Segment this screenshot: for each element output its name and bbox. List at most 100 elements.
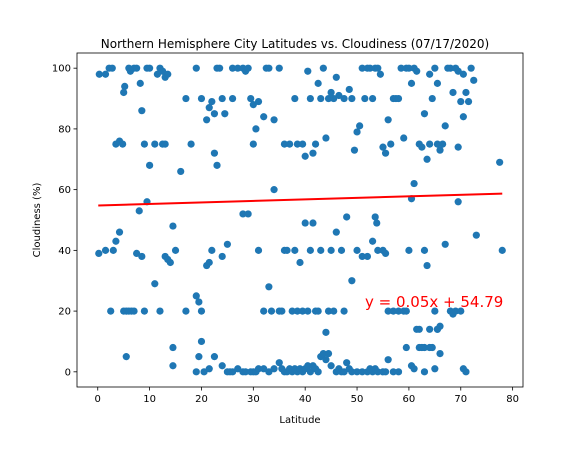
data-point — [407, 79, 416, 87]
data-point — [146, 161, 154, 169]
data-point — [356, 122, 364, 130]
data-point — [115, 228, 124, 236]
data-point — [130, 307, 138, 315]
data-point — [107, 307, 115, 315]
data-point — [387, 140, 395, 148]
data-point — [454, 143, 462, 151]
data-point — [120, 88, 128, 97]
data-point — [335, 91, 343, 100]
data-point — [420, 368, 429, 376]
data-point — [358, 252, 366, 261]
y-tick-label: 60 — [58, 185, 71, 196]
data-point — [332, 73, 340, 81]
data-point — [140, 307, 149, 315]
data-point — [218, 94, 226, 103]
data-point — [317, 246, 325, 254]
data-point — [249, 140, 257, 148]
data-point — [304, 67, 312, 75]
y-tick-label: 40 — [58, 246, 71, 257]
data-point — [343, 213, 351, 221]
data-point — [291, 94, 299, 103]
data-point — [418, 143, 426, 151]
data-point — [138, 107, 146, 115]
data-point — [234, 365, 242, 373]
data-point — [241, 368, 250, 376]
data-point — [164, 70, 172, 78]
data-point — [228, 368, 237, 376]
data-point — [95, 249, 103, 257]
data-point — [309, 149, 317, 157]
data-point — [381, 368, 390, 376]
data-point — [348, 277, 356, 285]
data-point — [350, 146, 359, 154]
data-point — [402, 343, 410, 352]
data-point — [306, 94, 314, 103]
data-point — [296, 258, 304, 267]
data-point — [216, 64, 224, 72]
data-point — [374, 64, 382, 72]
data-point — [151, 140, 159, 148]
data-point — [371, 213, 379, 221]
data-point — [358, 64, 366, 72]
data-point — [133, 64, 141, 72]
data-point — [374, 368, 382, 376]
x-tick-label: 40 — [299, 394, 312, 405]
x-tick-label: 10 — [143, 394, 156, 405]
data-point — [462, 368, 470, 376]
data-point — [283, 246, 291, 254]
data-point — [254, 365, 263, 373]
x-tick-label: 60 — [403, 394, 416, 405]
data-point — [151, 280, 159, 288]
points-layer — [95, 64, 506, 376]
data-point — [218, 252, 226, 261]
data-point — [254, 97, 263, 106]
data-point — [293, 140, 302, 148]
data-point — [400, 134, 408, 142]
plot-area — [77, 53, 523, 387]
data-point — [431, 365, 439, 373]
data-point — [319, 350, 327, 358]
data-point — [208, 97, 216, 106]
data-point — [221, 110, 229, 118]
data-point — [441, 240, 449, 248]
data-point — [384, 307, 392, 315]
data-point — [454, 198, 462, 206]
data-point — [265, 368, 273, 376]
data-point — [265, 283, 273, 291]
data-point — [322, 134, 330, 142]
data-point — [112, 237, 120, 245]
data-point — [260, 307, 268, 315]
data-point — [441, 122, 449, 130]
data-point — [234, 64, 242, 72]
data-point — [322, 356, 330, 364]
data-point — [140, 140, 149, 148]
y-tick-label: 100 — [52, 64, 71, 75]
data-point — [197, 337, 206, 346]
data-point — [420, 246, 429, 254]
data-point — [169, 343, 177, 352]
data-point — [213, 161, 221, 169]
data-point — [366, 64, 374, 72]
data-point — [260, 113, 268, 121]
data-point — [436, 350, 444, 358]
data-point — [436, 146, 444, 154]
data-point — [156, 307, 164, 315]
data-point — [187, 140, 195, 148]
data-point — [324, 94, 333, 103]
data-point — [405, 64, 413, 72]
data-point — [298, 307, 307, 315]
x-tick-label: 80 — [506, 394, 519, 405]
data-point — [288, 307, 296, 315]
data-point — [293, 307, 302, 315]
data-point — [195, 298, 203, 306]
data-point — [324, 307, 333, 315]
data-point — [389, 307, 397, 315]
data-point — [252, 125, 260, 133]
data-point — [197, 94, 206, 103]
data-point — [182, 307, 190, 315]
data-point — [439, 140, 447, 148]
data-point — [459, 70, 467, 78]
data-point — [265, 64, 273, 72]
data-point — [208, 246, 216, 254]
